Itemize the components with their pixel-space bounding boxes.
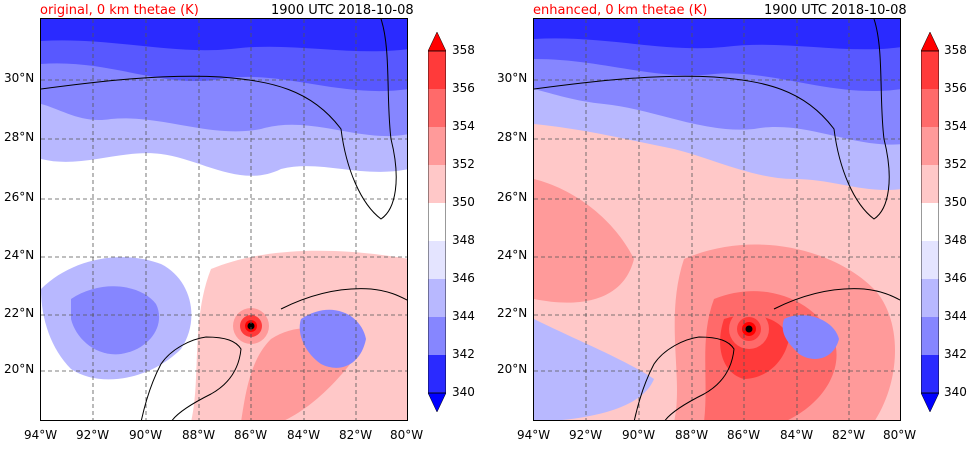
right-lon-tick: 84°W (780, 428, 814, 442)
right-lat-tick: 28°N (497, 130, 528, 144)
left-colorbar-label: 346 (452, 271, 475, 285)
right-lat-tick: 26°N (497, 190, 528, 204)
right-colorbar-label: 350 (944, 195, 967, 209)
right-panel-time: 1900 UTC 2018-10-08 (764, 3, 907, 18)
left-colorbar-label: 350 (452, 195, 475, 209)
storm-center-marker (745, 325, 753, 333)
left-lon-tick: 92°W (76, 428, 110, 442)
left-colorbar-label: 348 (452, 233, 475, 247)
left-colorbar-label: 342 (452, 347, 475, 361)
right-map[interactable] (533, 18, 901, 421)
left-lon-tick: 86°W (234, 428, 268, 442)
right-colorbar-label: 356 (944, 81, 967, 95)
left-lat-tick: 28°N (4, 130, 35, 144)
left-lat-tick: 24°N (4, 248, 35, 262)
left-colorbar-label: 352 (452, 157, 475, 171)
left-colorbar-label: 354 (452, 119, 475, 133)
left-lon-tick: 84°W (287, 428, 321, 442)
right-colorbar-label: 346 (944, 271, 967, 285)
right-colorbar-label: 352 (944, 157, 967, 171)
right-colorbar (921, 32, 939, 412)
right-colorbar-label: 344 (944, 309, 967, 323)
right-lon-tick: 94°W (517, 428, 551, 442)
left-lon-tick: 82°W (339, 428, 373, 442)
storm-center-marker (247, 322, 255, 330)
left-colorbar-label: 344 (452, 309, 475, 323)
right-lon-tick: 92°W (569, 428, 603, 442)
left-lon-tick: 88°W (182, 428, 216, 442)
left-lat-tick: 22°N (4, 306, 35, 320)
right-lon-tick: 82°W (832, 428, 866, 442)
right-lat-tick: 30°N (497, 71, 528, 85)
left-lon-tick: 80°W (390, 428, 424, 442)
left-colorbar-label: 340 (452, 385, 475, 399)
right-colorbar-label: 342 (944, 347, 967, 361)
right-colorbar-label: 354 (944, 119, 967, 133)
left-lon-tick: 94°W (24, 428, 58, 442)
left-panel-time: 1900 UTC 2018-10-08 (271, 3, 414, 18)
left-lat-tick: 26°N (4, 190, 35, 204)
left-lon-tick: 90°W (129, 428, 163, 442)
right-lat-tick: 24°N (497, 248, 528, 262)
right-colorbar-label: 348 (944, 233, 967, 247)
right-lon-tick: 88°W (675, 428, 709, 442)
left-map[interactable] (40, 18, 408, 421)
right-lon-tick: 80°W (883, 428, 917, 442)
right-lon-tick: 90°W (622, 428, 656, 442)
left-lat-tick: 20°N (4, 362, 35, 376)
left-colorbar (428, 32, 446, 412)
right-colorbar-label: 358 (944, 43, 967, 57)
right-lat-tick: 20°N (497, 362, 528, 376)
right-colorbar-label: 340 (944, 385, 967, 399)
left-colorbar-label: 358 (452, 43, 475, 57)
left-colorbar-label: 356 (452, 81, 475, 95)
left-lat-tick: 30°N (4, 71, 35, 85)
right-panel-title: enhanced, 0 km thetae (K) (533, 3, 708, 18)
right-lat-tick: 22°N (497, 306, 528, 320)
right-lon-tick: 86°W (727, 428, 761, 442)
left-panel-title: original, 0 km thetae (K) (40, 3, 199, 18)
